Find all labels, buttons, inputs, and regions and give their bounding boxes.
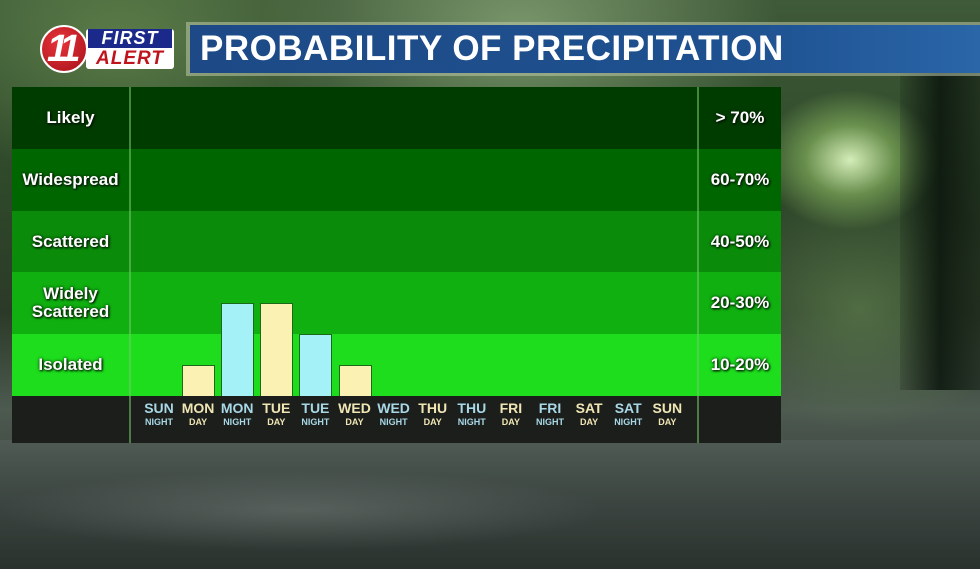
plot-area — [131, 87, 697, 396]
band-pct: 20-30% — [710, 293, 770, 312]
bar-tue-night — [299, 334, 333, 396]
x-label-day: FRI — [499, 400, 523, 416]
band-scattered: Scattered 40-50% — [12, 211, 781, 272]
x-label-day: THU — [457, 400, 487, 416]
bar-wed-day — [338, 365, 372, 396]
x-label: MON DAY — [178, 400, 218, 428]
band-pct: 10-20% — [710, 355, 770, 374]
page-title: PROBABILITY OF PRECIPITATION — [190, 25, 980, 73]
left-divider — [129, 87, 131, 443]
band-label: Widely Scattered — [12, 272, 129, 334]
x-label-day: WED — [377, 400, 410, 416]
x-label-day: TUE — [301, 400, 330, 416]
band-pct: 40-50% — [710, 231, 770, 251]
x-label: MON NIGHT — [217, 400, 257, 428]
band-widely-scattered: Widely Scattered 20-30% — [12, 272, 781, 334]
x-label: SAT DAY — [569, 400, 609, 428]
band-label: Scattered — [31, 231, 110, 251]
x-label: SAT NIGHT — [608, 400, 648, 428]
precip-chart: Likely > 70% Widespread 60-70% Scattered… — [12, 87, 781, 443]
x-label-period: NIGHT — [457, 417, 486, 427]
band-label: Likely — [46, 108, 95, 127]
x-label: FRI NIGHT — [530, 400, 570, 428]
band-pct: 60-70% — [710, 170, 770, 189]
x-label-day: SAT — [614, 400, 642, 416]
band-label: Widespread — [22, 170, 119, 189]
band-likely: Likely > 70% — [12, 87, 781, 149]
background-wet-ground — [0, 440, 980, 569]
x-axis-row — [12, 396, 781, 443]
bar-mon-night — [221, 303, 255, 396]
x-label: THU NIGHT — [452, 400, 492, 428]
x-label-day: THU — [418, 400, 448, 416]
x-label: FRI DAY — [491, 400, 531, 428]
x-label-period: DAY — [658, 417, 677, 427]
band-widespread: Widespread 60-70% — [12, 149, 781, 211]
right-divider — [697, 87, 699, 443]
x-label-period: NIGHT — [614, 417, 643, 427]
x-label: TUE DAY — [256, 400, 296, 428]
bar-mon-day — [182, 365, 216, 396]
x-label-period: DAY — [267, 417, 286, 427]
x-label: SUN NIGHT — [139, 400, 179, 428]
x-label-day: SAT — [575, 400, 603, 416]
x-label-day: MON — [220, 400, 254, 416]
band-label: Isolated — [38, 355, 103, 374]
x-label-period: DAY — [423, 417, 442, 427]
logo-circle-icon — [40, 25, 88, 73]
x-label-period: NIGHT — [145, 417, 173, 427]
x-label-period: DAY — [345, 417, 364, 427]
x-label-day: FRI — [538, 400, 562, 416]
x-label-period: DAY — [189, 417, 208, 427]
band-isolated: Isolated 10-20% — [12, 334, 781, 396]
logo-number: 11 — [47, 28, 81, 70]
background-tree-trunk — [900, 60, 980, 390]
bar-tue-day — [260, 303, 294, 396]
x-label-period: NIGHT — [301, 417, 330, 427]
first-alert-logo: 11 FIRST ALERT — [40, 25, 175, 75]
x-label-period: NIGHT — [379, 417, 408, 427]
title-bar: PROBABILITY OF PRECIPITATION — [186, 22, 980, 76]
x-label-day: WED — [338, 400, 371, 416]
x-label: WED DAY — [335, 400, 375, 428]
x-label-day: SUN — [652, 400, 683, 416]
x-label-period: DAY — [580, 417, 599, 427]
x-label-period: NIGHT — [223, 417, 252, 427]
x-label-day: TUE — [262, 400, 291, 416]
band-pct: > 70% — [715, 108, 765, 127]
x-label: TUE NIGHT — [295, 400, 335, 428]
logo-alert-text: ALERT — [96, 48, 164, 69]
x-label-day: MON — [181, 400, 215, 416]
x-label-day: SUN — [144, 400, 174, 416]
x-label: WED NIGHT — [374, 400, 414, 428]
x-label-period: DAY — [501, 417, 520, 427]
logo-first-text: FIRST — [88, 29, 172, 48]
x-label: SUN DAY — [647, 400, 687, 428]
x-label: THU DAY — [413, 400, 453, 428]
band-label-text: Widely Scattered — [31, 284, 110, 321]
x-label-period: NIGHT — [536, 417, 564, 427]
